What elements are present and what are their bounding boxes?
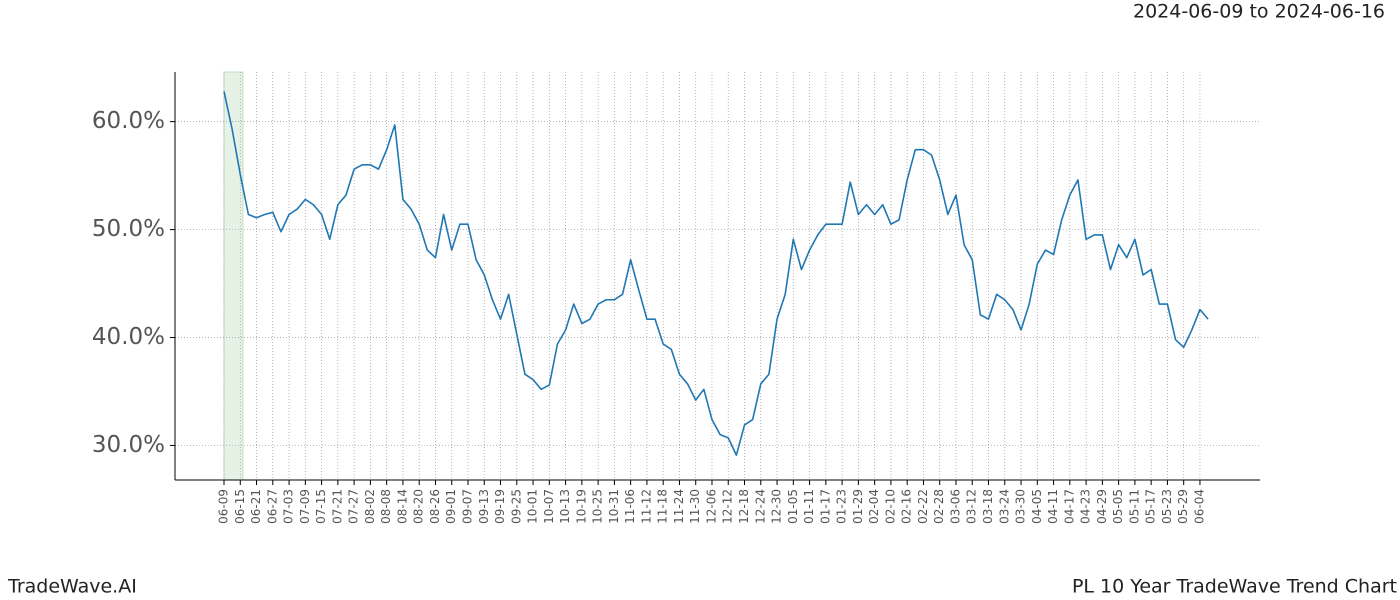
x-tick-label: 05-05 — [1111, 489, 1125, 524]
x-tick-label: 08-14 — [395, 489, 409, 524]
y-tick-label: 30.0% — [92, 432, 165, 458]
x-tick-label: 08-02 — [363, 489, 377, 524]
x-tick-label: 07-27 — [347, 489, 361, 524]
line-series — [223, 91, 1209, 456]
x-tick-label: 05-29 — [1176, 489, 1190, 524]
chart-footer-title: PL 10 Year TradeWave Trend Chart — [1072, 576, 1397, 598]
x-tick-label: 02-04 — [867, 489, 881, 524]
x-tick-label: 10-07 — [542, 489, 556, 524]
x-tick-label: 10-25 — [591, 489, 605, 524]
x-tick-label: 04-05 — [1030, 489, 1044, 524]
x-tick-label: 07-15 — [314, 489, 328, 524]
x-tick-label: 06-21 — [249, 489, 263, 524]
date-range: 2024-06-09 to 2024-06-16 — [1133, 1, 1385, 23]
x-tick-label: 03-12 — [965, 489, 979, 524]
x-tick-label: 11-06 — [623, 489, 637, 524]
x-tick-label: 09-07 — [460, 489, 474, 524]
x-tick-label: 01-29 — [851, 489, 865, 524]
x-tick-label: 07-09 — [298, 489, 312, 524]
x-tick-label: 03-24 — [997, 489, 1011, 524]
x-tick-label: 11-12 — [639, 489, 653, 524]
x-tick-label: 10-13 — [558, 489, 572, 524]
x-tick-label: 11-30 — [688, 489, 702, 524]
x-tick-label: 07-03 — [282, 489, 296, 524]
x-tick-label: 05-11 — [1127, 489, 1141, 524]
y-tick-label: 50.0% — [92, 216, 165, 242]
x-tick-label: 10-01 — [526, 489, 540, 524]
x-tick-label: 03-06 — [948, 489, 962, 524]
x-tick-label: 06-27 — [265, 489, 279, 524]
x-tick-label: 02-28 — [932, 489, 946, 524]
brand: TradeWave.AI — [7, 576, 137, 598]
x-tick-label: 09-01 — [444, 489, 458, 524]
x-tick-label: 09-19 — [493, 489, 507, 524]
x-tick-label: 08-26 — [428, 489, 442, 524]
y-tick-label: 60.0% — [92, 108, 165, 134]
x-tick-label: 10-31 — [607, 489, 621, 524]
x-tick-label: 06-04 — [1192, 489, 1206, 524]
y-tick-label: 40.0% — [92, 324, 165, 350]
x-tick-label: 05-17 — [1144, 489, 1158, 524]
x-tick-label: 07-21 — [330, 489, 344, 524]
x-tick-label: 11-18 — [656, 489, 670, 524]
x-tick-label: 09-25 — [509, 489, 523, 524]
x-tick-label: 06-15 — [233, 489, 247, 524]
x-tick-label: 12-24 — [753, 489, 767, 524]
x-tick-label: 03-30 — [1014, 489, 1028, 524]
x-tick-label: 04-11 — [1046, 489, 1060, 524]
x-tick-label: 12-18 — [737, 489, 751, 524]
x-tick-label: 04-29 — [1095, 489, 1109, 524]
x-tick-label: 01-05 — [786, 489, 800, 524]
x-tick-label: 09-13 — [477, 489, 491, 524]
x-tick-label: 12-30 — [770, 489, 784, 524]
x-tick-label: 01-17 — [818, 489, 832, 524]
x-tick-label: 11-24 — [672, 489, 686, 524]
x-tick-label: 01-11 — [802, 489, 816, 524]
plot-area: 30.0% 40.0% 50.0% 60.0% 06-09 06-15 06-21 06-27… — [92, 71, 1260, 524]
x-tick-label: 08-08 — [379, 489, 393, 524]
x-tick-label: 03-18 — [981, 489, 995, 524]
x-tick-label: 12-06 — [704, 489, 718, 524]
x-tick-label: 10-19 — [574, 489, 588, 524]
x-tick-label: 12-12 — [721, 489, 735, 524]
x-tick-label: 04-23 — [1079, 489, 1093, 524]
x-tick-label: 04-17 — [1062, 489, 1076, 524]
x-tick-label: 02-16 — [900, 489, 914, 524]
x-tick-label: 05-23 — [1160, 489, 1174, 524]
x-tick-label: 06-09 — [217, 489, 231, 524]
x-tick-label: 01-23 — [835, 489, 849, 524]
x-tick-label: 02-22 — [916, 489, 930, 524]
x-tick-label: 02-10 — [883, 489, 897, 524]
x-tick-label: 08-20 — [412, 489, 426, 524]
